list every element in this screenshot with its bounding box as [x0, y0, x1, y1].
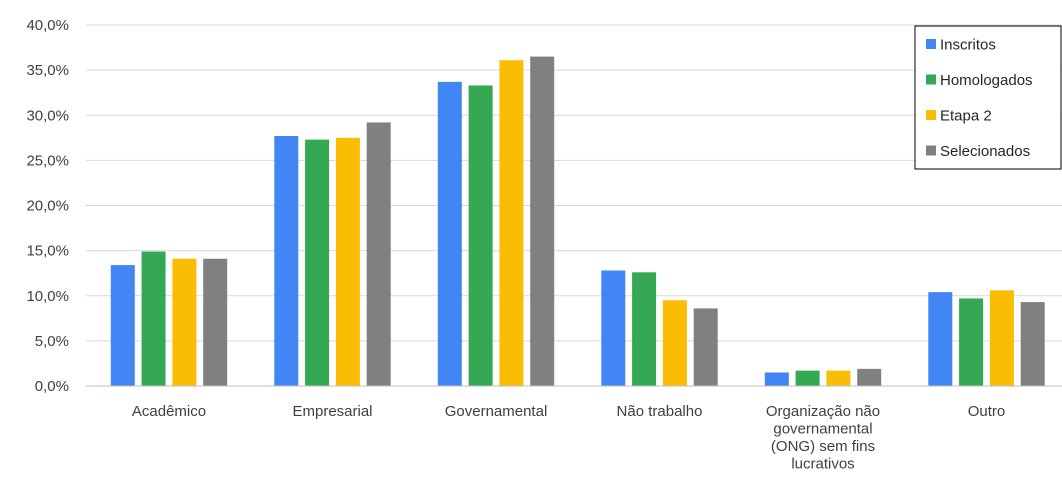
- legend-label: Inscritos: [940, 37, 996, 54]
- bar-inscritos: [764, 372, 789, 386]
- legend-label: Homologados: [940, 72, 1033, 89]
- y-tick-label: 35,0%: [26, 62, 69, 79]
- x-category-label: Governamental: [445, 403, 548, 420]
- bar-etapa-2: [499, 60, 524, 386]
- bar-homologados: [141, 251, 166, 386]
- legend-box: [914, 25, 1062, 170]
- x-category-label: Acadêmico: [132, 403, 206, 420]
- legend-swatch: [926, 145, 936, 156]
- bar-etapa-2: [826, 370, 851, 386]
- bars: [110, 56, 1045, 387]
- bar-inscritos: [110, 265, 135, 386]
- bar-homologados: [959, 298, 984, 386]
- legend-swatch: [926, 74, 936, 85]
- y-tick-label: 10,0%: [26, 288, 69, 305]
- bar-etapa-2: [172, 258, 197, 386]
- bar-homologados: [795, 370, 820, 386]
- bar-selecionados: [203, 258, 228, 386]
- legend-swatch: [926, 110, 936, 120]
- y-tick-label: 5,0%: [35, 333, 69, 350]
- legend: Inscritos Homologados Etapa 2 Selecionados: [914, 25, 1062, 170]
- bar-selecionados: [1020, 302, 1045, 386]
- bar-etapa-2: [662, 300, 687, 386]
- bar-selecionados: [857, 368, 882, 386]
- bar-inscritos: [928, 292, 953, 386]
- bar-selecionados: [530, 56, 555, 387]
- bar-selecionados: [693, 308, 718, 386]
- y-tick-label: 25,0%: [26, 152, 69, 169]
- gridlines: [86, 24, 1062, 342]
- bar-selecionados: [366, 122, 391, 386]
- y-tick-label: 20,0%: [26, 198, 69, 215]
- bar-etapa-2: [335, 137, 360, 386]
- bar-inscritos: [437, 81, 462, 387]
- bar-homologados: [468, 85, 493, 386]
- x-category-label: Não trabalho: [617, 403, 703, 420]
- x-axis-category-labels: Acadêmico Empresarial Governamental Não tra…: [132, 403, 1005, 473]
- x-category-label: Outro: [968, 403, 1006, 420]
- legend-label: Etapa 2: [940, 108, 992, 125]
- x-category-label: Empresarial: [292, 403, 372, 420]
- y-tick-label: 40,0%: [26, 17, 69, 34]
- bar-homologados: [632, 272, 657, 386]
- y-tick-label: 30,0%: [26, 107, 69, 124]
- y-axis-tick-labels: 0,0% 5,0% 10,0% 15,0% 20,0% 25,0% 30,0% 35,0% 40…: [26, 17, 69, 395]
- x-category-label: Organização não governamental (ONG) sem fi…: [766, 403, 880, 473]
- y-tick-label: 0,0%: [35, 378, 69, 395]
- bar-etapa-2: [989, 290, 1014, 386]
- bar-inscritos: [274, 136, 299, 386]
- bar-inscritos: [601, 270, 626, 386]
- legend-swatch: [926, 39, 936, 49]
- bar-homologados: [305, 139, 330, 386]
- y-tick-label: 15,0%: [26, 243, 69, 260]
- legend-label: Selecionados: [940, 143, 1030, 160]
